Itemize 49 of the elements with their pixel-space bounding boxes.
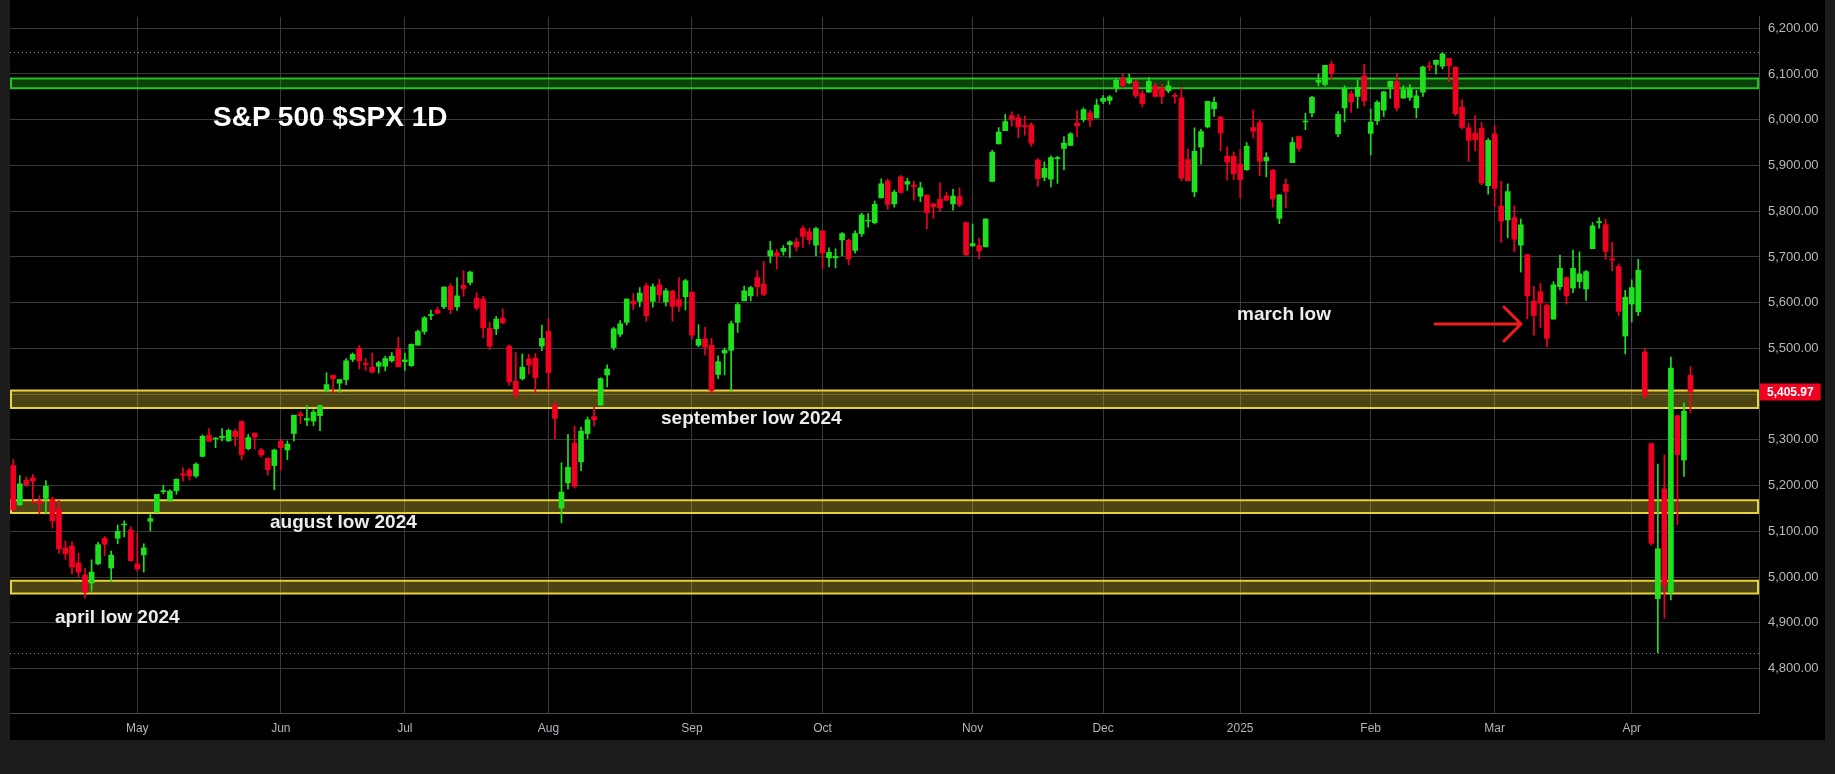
x-tick-label: May xyxy=(125,720,149,735)
x-tick-label: Nov xyxy=(961,720,984,735)
y-tick-label: 5,700.00 xyxy=(1768,248,1819,264)
x-tick-label: Feb xyxy=(1360,720,1382,735)
x-tick-label: Oct xyxy=(813,720,833,735)
candlestick xyxy=(773,249,780,270)
y-tick-label: 5,000.00 xyxy=(1768,568,1819,584)
y-tick-label: 5,500.00 xyxy=(1768,340,1819,356)
y-tick-label: 5,300.00 xyxy=(1768,431,1819,447)
candlestick xyxy=(278,438,284,471)
candlestick xyxy=(330,374,336,394)
x-tick-label: Dec xyxy=(1092,720,1114,735)
y-tick-label: 5,900.00 xyxy=(1768,157,1819,173)
candlestick xyxy=(140,543,147,573)
y-tick-label: 5,800.00 xyxy=(1768,202,1819,218)
candlestick xyxy=(1596,217,1602,229)
candlestick xyxy=(787,240,793,258)
candlestick xyxy=(591,407,597,427)
annotation: march low xyxy=(1237,303,1332,325)
candlestick xyxy=(911,180,917,201)
candlestick xyxy=(1609,241,1615,271)
annotation: august low 2024 xyxy=(270,511,418,533)
candlestick xyxy=(1172,92,1178,104)
annotation: april low 2024 xyxy=(55,606,181,628)
x-tick-label: Apr xyxy=(1622,720,1642,735)
ref-line-label: 5,405.97 xyxy=(1767,384,1815,399)
candlestick xyxy=(134,532,141,572)
x-tick-label: Sep xyxy=(681,720,703,735)
x-tick-label: 2025 xyxy=(1226,720,1254,735)
text: S&P 500 $SPX 1D xyxy=(213,100,448,134)
y-tick-label: 5,600.00 xyxy=(1768,294,1819,310)
y-tick-label: 6,200.00 xyxy=(1768,19,1819,35)
candlestick xyxy=(630,293,637,310)
x-tick-label: Jun xyxy=(271,720,291,735)
y-tick-label: 5,100.00 xyxy=(1768,522,1819,538)
y-tick-label: 5,200.00 xyxy=(1768,477,1819,493)
candlestick xyxy=(428,309,434,320)
y-tick-label: 4,900.00 xyxy=(1768,614,1819,630)
candlestick xyxy=(1074,110,1080,137)
y-tick-label: 6,100.00 xyxy=(1768,65,1819,81)
annotation: september low 2024 xyxy=(661,407,843,429)
x-tick-label: Mar xyxy=(1484,720,1506,735)
candlestick xyxy=(362,358,369,371)
x-tick-label: Aug xyxy=(537,720,560,735)
candlestick xyxy=(1263,152,1270,178)
x-tick-label: Jul xyxy=(397,720,413,735)
y-tick-label: 6,000.00 xyxy=(1768,111,1819,127)
candlestick xyxy=(147,513,154,532)
y-tick-label: 4,800.00 xyxy=(1768,660,1819,676)
